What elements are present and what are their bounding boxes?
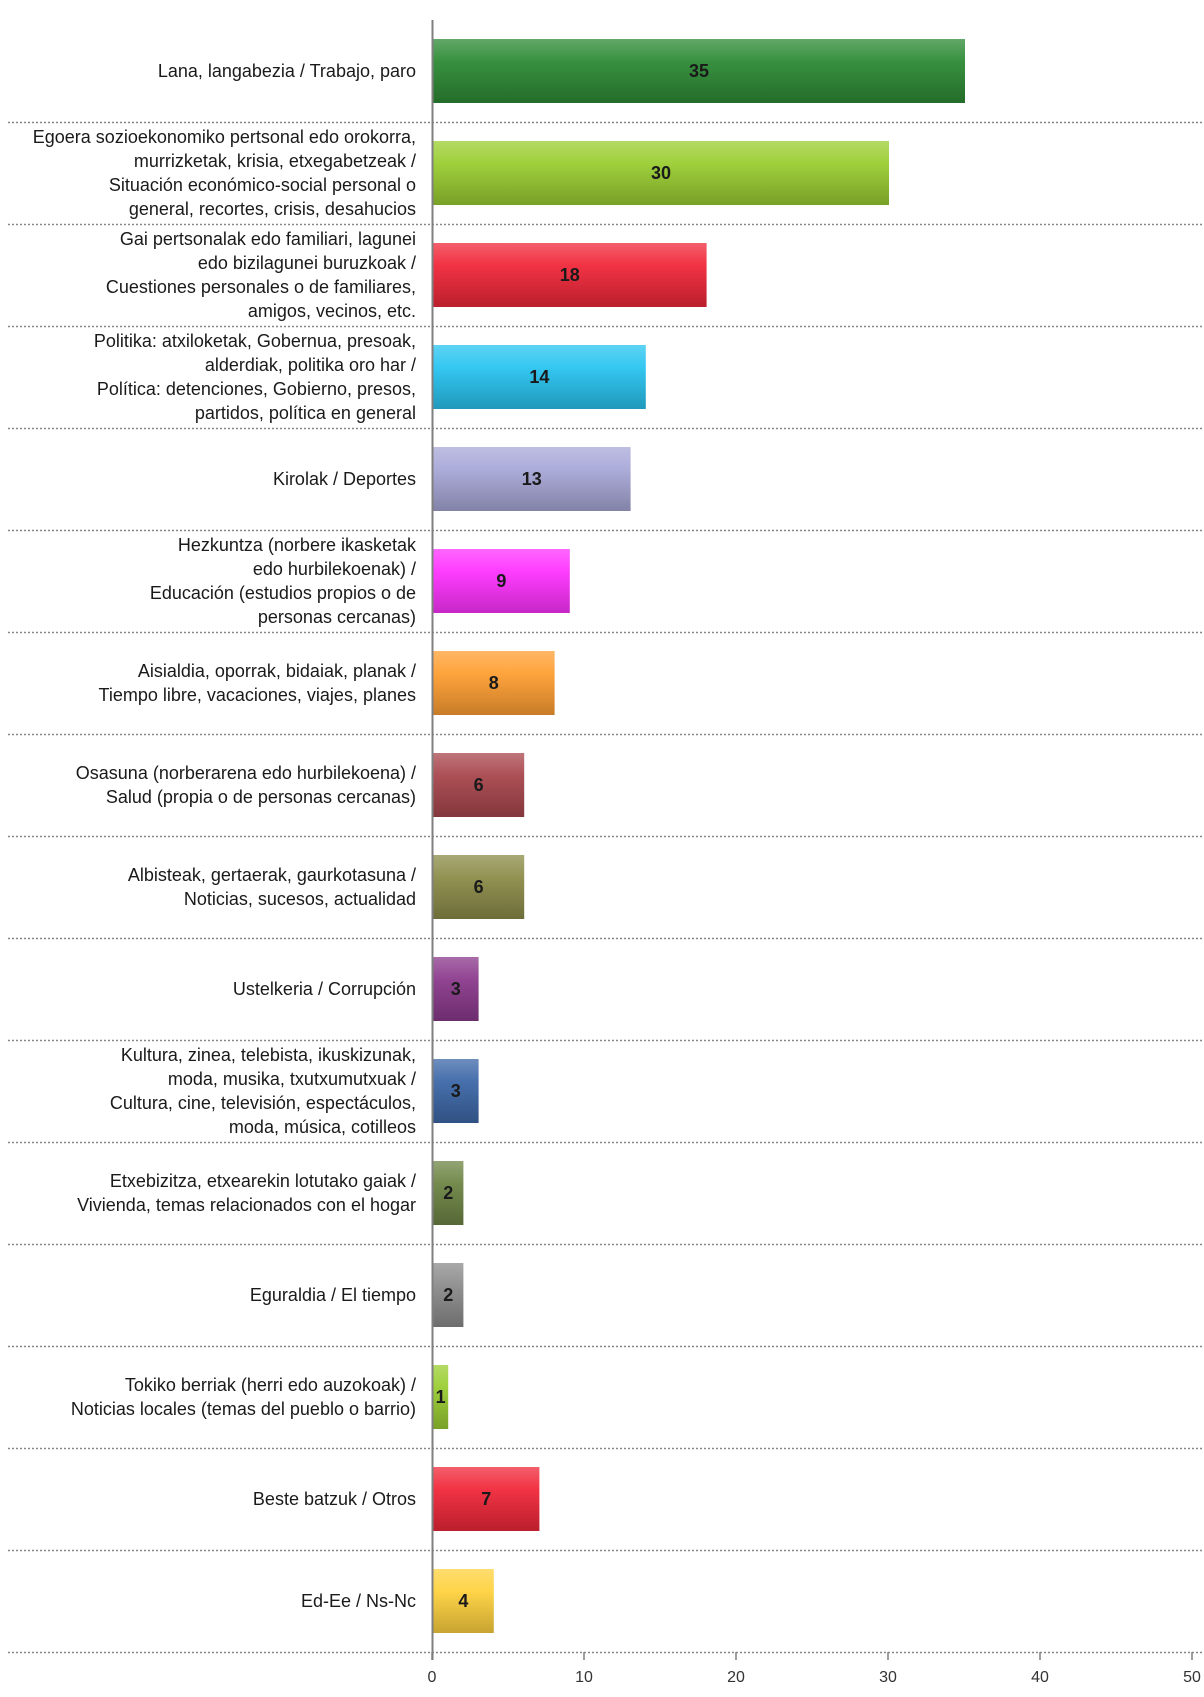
bar: [433, 1059, 479, 1123]
value-axis: 0 10 20 30 40 50: [428, 20, 1201, 1686]
bar: [433, 1161, 464, 1225]
bar: [433, 549, 570, 613]
data-label: 8: [489, 673, 499, 693]
data-label: 2: [443, 1285, 453, 1305]
category-label: Hezkuntza (norbere ikasketak edo hurbilek…: [150, 535, 417, 627]
x-tick-label: 40: [1031, 1669, 1049, 1686]
bar: [433, 1467, 540, 1531]
category-labels: Lana, langabezia / Trabajo, paro Egoera s…: [33, 61, 417, 1611]
category-label: Albisteak, gertaerak, gaurkotasuna / Noti…: [128, 865, 416, 909]
bar: [433, 447, 631, 511]
data-label: 2: [443, 1183, 453, 1203]
bar: [433, 855, 525, 919]
bar: [433, 39, 965, 103]
data-label: 3: [451, 979, 461, 999]
category-label: Kultura, zinea, telebista, ikuskizunak, m…: [110, 1045, 416, 1137]
data-label: 7: [481, 1489, 491, 1509]
bar: [433, 1365, 449, 1429]
x-tick-label: 0: [428, 1669, 437, 1686]
bar: [433, 141, 889, 205]
bar: [433, 1569, 494, 1633]
category-label: Tokiko berriak (herri edo auzokoak) / Not…: [71, 1375, 416, 1419]
data-label: 4: [458, 1591, 468, 1611]
category-label: Politika: atxiloketak, Gobernua, presoak…: [94, 331, 416, 423]
data-label: 9: [496, 571, 506, 591]
category-label: Etxebizitza, etxearekin lotutako gaiak /…: [77, 1171, 416, 1215]
data-label: 6: [474, 877, 484, 897]
category-label: Aisialdia, oporrak, bidaiak, planak / Tie…: [99, 661, 417, 705]
category-label: Gai pertsonalak edo familiari, lagunei ed…: [106, 229, 416, 321]
data-label: 13: [522, 469, 542, 489]
bars: 35 30 18 14 13 9 8 6 6 3 3 2 2 1 7 4: [433, 39, 965, 1633]
bar: [433, 957, 479, 1021]
bar: [433, 243, 707, 307]
x-tick-label: 10: [575, 1669, 593, 1686]
category-label: Ustelkeria / Corrupción: [233, 979, 416, 999]
data-label: 18: [560, 265, 580, 285]
x-tick-label: 50: [1183, 1669, 1201, 1686]
data-label: 35: [689, 61, 709, 81]
data-label: 30: [651, 163, 671, 183]
bar: [433, 651, 555, 715]
bar: [433, 345, 646, 409]
category-label: Osasuna (norberarena edo hurbilekoena) /…: [76, 763, 416, 807]
category-label: Ed-Ee / Ns-Nc: [301, 1591, 416, 1611]
x-tick-label: 20: [727, 1669, 745, 1686]
data-label: 6: [474, 775, 484, 795]
data-label: 1: [436, 1387, 446, 1407]
category-label: Beste batzuk / Otros: [253, 1489, 416, 1509]
category-label: Kirolak / Deportes: [273, 469, 416, 489]
grid-lines: [8, 121, 1204, 1654]
data-label: 3: [451, 1081, 461, 1101]
bar: [433, 1263, 464, 1327]
category-label: Lana, langabezia / Trabajo, paro: [158, 61, 416, 81]
x-tick-label: 30: [879, 1669, 897, 1686]
category-label: Egoera sozioekonomiko pertsonal edo orok…: [33, 127, 416, 219]
data-label: 14: [529, 367, 549, 387]
bar: [433, 753, 525, 817]
category-label: Eguraldia / El tiempo: [250, 1285, 416, 1305]
